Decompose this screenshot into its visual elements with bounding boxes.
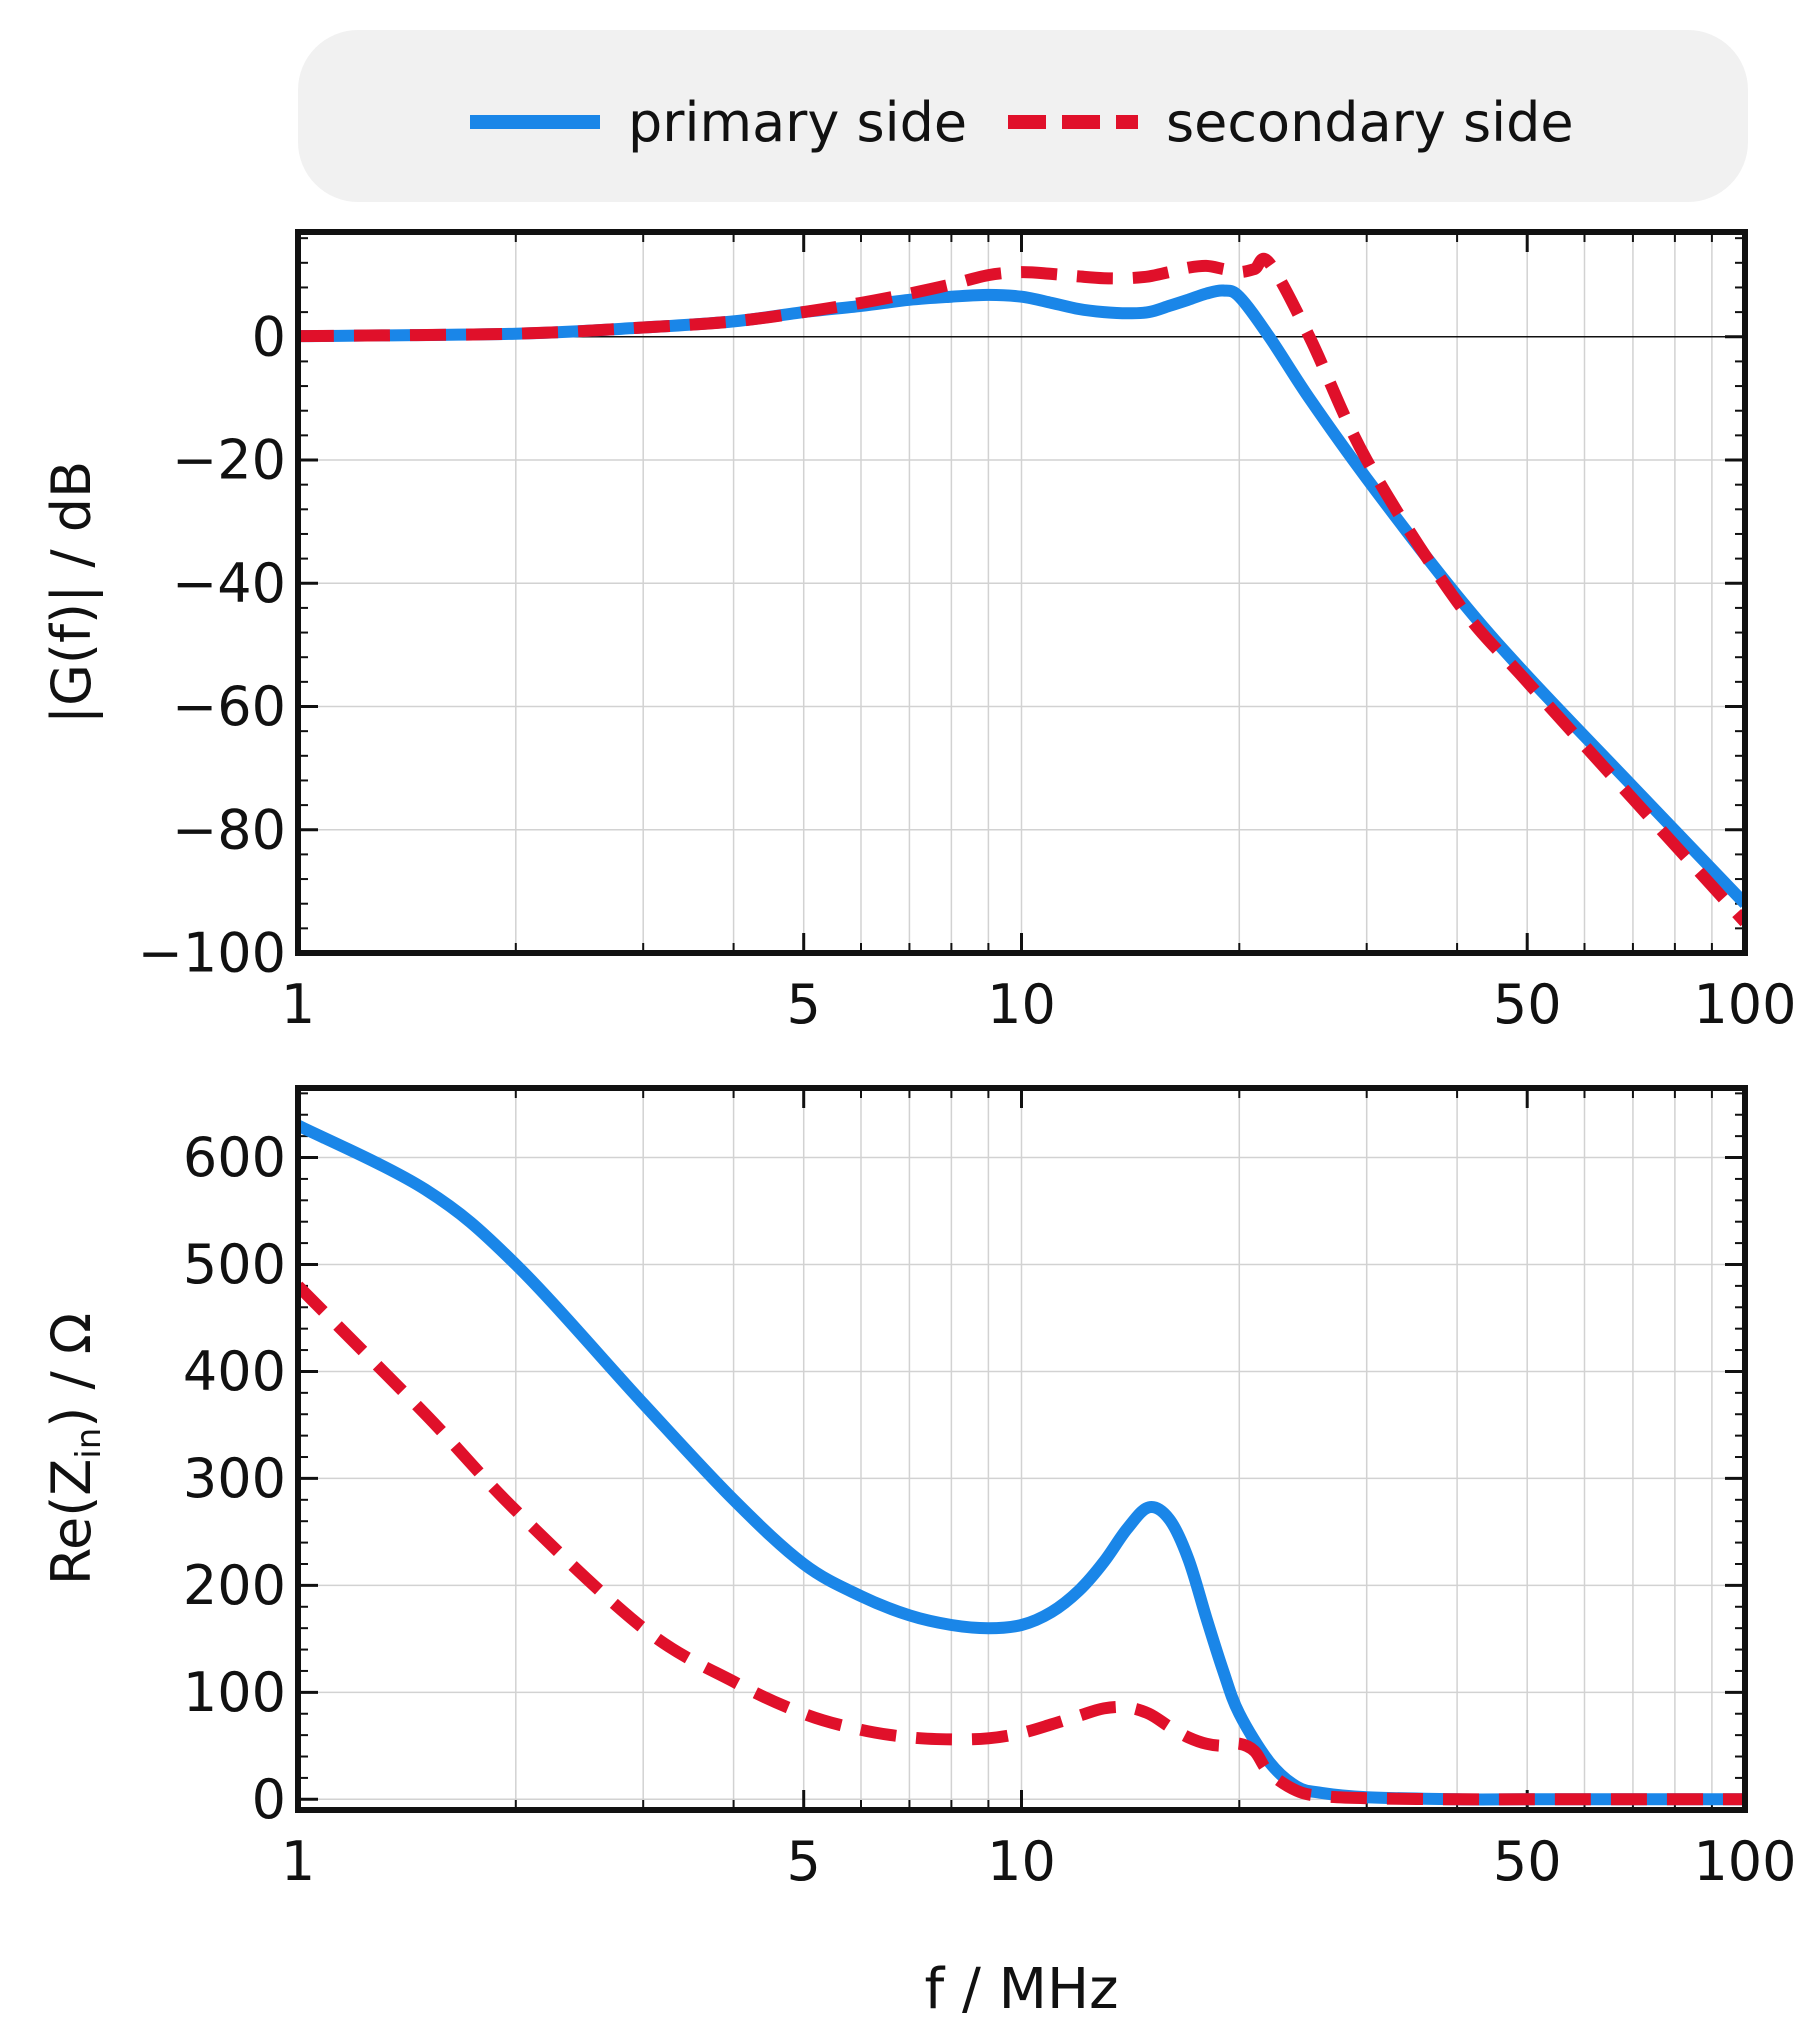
- x-tick-label: 100: [1693, 973, 1796, 1036]
- chart-panel-impedance: 0 100 200 300 400 500 600 1 5 10 50 100 Re(Zin) / Ω f…: [40, 1085, 1797, 2022]
- y-axis-label: |G(f)| / dB: [40, 461, 103, 724]
- y-tick-label: 0: [252, 305, 286, 368]
- x-tick-label: 5: [787, 973, 821, 1036]
- y-tick-label: 400: [183, 1340, 286, 1403]
- y-tick-label: 300: [183, 1447, 286, 1510]
- x-tick-label: 1: [281, 973, 315, 1036]
- y-axis-label-part: Re(Z: [40, 1459, 103, 1585]
- y-tick-label: −40: [172, 552, 286, 615]
- series-line-secondary: [298, 252, 1745, 927]
- x-tick-label: 1: [281, 1830, 315, 1893]
- x-axis-label: f / MHz: [924, 1957, 1118, 2022]
- y-tick-label: 100: [183, 1661, 286, 1724]
- plot-frame: [295, 1085, 1748, 1813]
- x-tick-label: 10: [987, 973, 1056, 1036]
- y-axis-label-part: ) / Ω: [40, 1313, 103, 1428]
- legend-label-primary: primary side: [628, 90, 968, 154]
- y-tick-label: −100: [138, 922, 286, 985]
- legend-swatch-secondary: [1008, 115, 1138, 129]
- x-tick-label: 10: [987, 1830, 1056, 1893]
- y-tick-label: 500: [183, 1233, 286, 1296]
- y-tick-label: 600: [183, 1126, 286, 1189]
- series-line-secondary: [298, 1281, 1745, 1806]
- plot-frame: [295, 229, 1748, 956]
- x-tick-label: 50: [1493, 973, 1562, 1036]
- y-tick-label: −20: [172, 429, 286, 492]
- y-axis-label: Re(Zin) / Ω: [40, 1313, 109, 1585]
- legend-swatch-primary: [470, 115, 600, 129]
- x-tick-label: 100: [1693, 1830, 1796, 1893]
- y-tick-label: −80: [172, 798, 286, 861]
- y-tick-label: 0: [252, 1768, 286, 1831]
- legend-label-secondary: secondary side: [1166, 90, 1574, 154]
- y-tick-label: 200: [183, 1554, 286, 1617]
- y-axis-label-subscript: in: [69, 1428, 109, 1459]
- legend-item-secondary: secondary side: [1008, 82, 1574, 162]
- x-tick-label: 5: [787, 1830, 821, 1893]
- legend-item-primary: primary side: [470, 82, 967, 162]
- y-tick-label: −60: [172, 675, 286, 738]
- x-tick-label: 50: [1493, 1830, 1562, 1893]
